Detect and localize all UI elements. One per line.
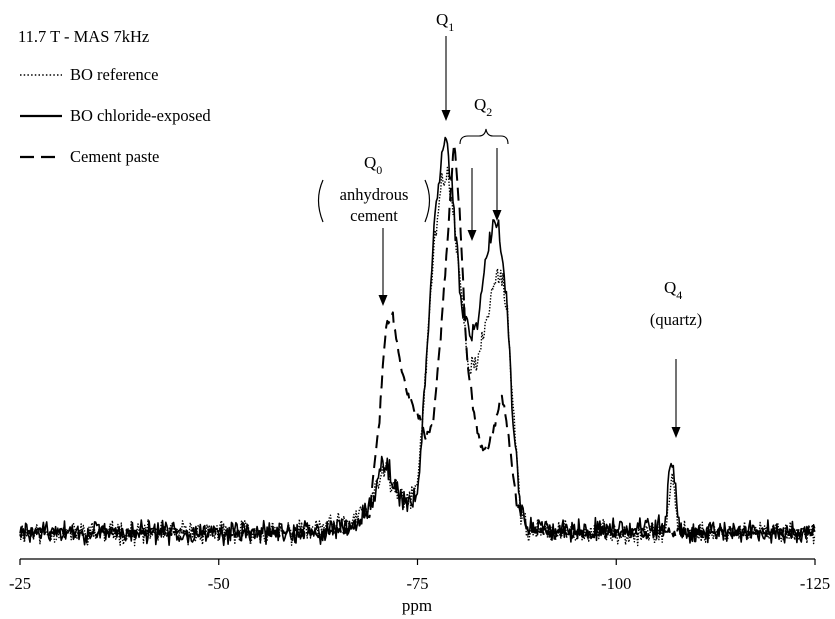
legend-header: 11.7 T - MAS 7kHz xyxy=(18,27,149,46)
arrow-q2b-head xyxy=(492,210,502,221)
annotation-q4: Q4 xyxy=(664,278,682,302)
annotation-q2: Q2 xyxy=(474,95,492,119)
x-tick-label: -100 xyxy=(601,574,631,593)
legend-label-chloride: BO chloride-exposed xyxy=(70,106,211,125)
series-line-dashed xyxy=(19,143,816,540)
arrow-q1-head xyxy=(441,110,451,121)
series-line-solid xyxy=(19,136,816,547)
left-paren-q0 xyxy=(317,179,324,223)
x-tick-label: -125 xyxy=(800,574,830,593)
x-tick-layer: -25 -50 -75 -100 -125 xyxy=(9,559,830,593)
annotation-cement: cement xyxy=(350,206,398,225)
legend: 11.7 T - MAS 7kHz BO reference BO chlori… xyxy=(18,27,211,166)
right-paren-q0 xyxy=(424,179,431,223)
arrow-q2a-head xyxy=(467,230,477,241)
arrow-q4-head xyxy=(671,427,681,438)
x-tick-label: -25 xyxy=(9,574,31,593)
arrow-q0-head xyxy=(378,295,388,306)
annotation-q0: Q0 xyxy=(364,153,382,177)
series-layer xyxy=(19,136,816,547)
annotation-anhydrous: anhydrous xyxy=(340,185,409,204)
legend-label-reference: BO reference xyxy=(70,65,158,84)
annotation-q1: Q1 xyxy=(436,10,454,34)
brace-q2 xyxy=(459,128,509,145)
annotation-quartz: (quartz) xyxy=(650,310,702,329)
x-tick-label: -50 xyxy=(208,574,230,593)
annotations: Q0 anhydrous cement Q1 Q2 Q4 (quartz) xyxy=(317,10,702,438)
legend-label-cement: Cement paste xyxy=(70,147,159,166)
x-axis-label: ppm xyxy=(402,596,432,615)
x-tick-label: -75 xyxy=(407,574,429,593)
